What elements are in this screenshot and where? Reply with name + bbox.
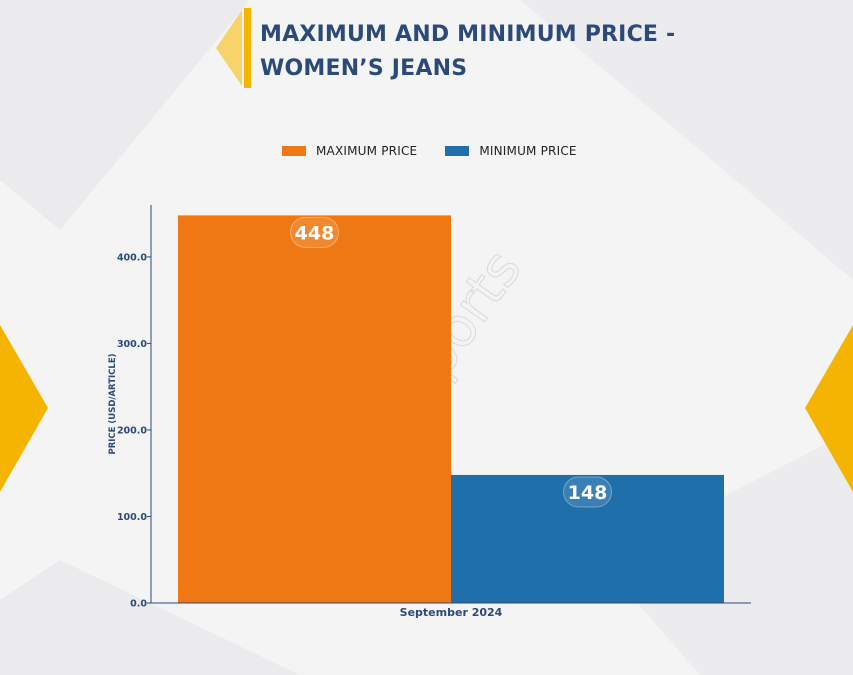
legend-label-min: MINIMUM PRICE (479, 144, 577, 158)
legend-item-min: MINIMUM PRICE (445, 144, 577, 158)
data-label-maximum-price: 448 (295, 222, 335, 244)
legend-item-max: MAXIMUM PRICE (282, 144, 417, 158)
data-label-minimum-price: 148 (568, 482, 608, 504)
right-accent-arrow (805, 325, 853, 492)
y-axis-label: PRICE (USD/ARTICLE) (108, 353, 118, 454)
legend-label-max: MAXIMUM PRICE (316, 144, 418, 158)
title-line-2: WOMEN’S JEANS (260, 56, 468, 81)
data-label-badge (290, 216, 339, 248)
left-accent-arrow (0, 325, 48, 492)
x-tick-label: September 2024 (400, 606, 503, 619)
bar-maximum-price (178, 215, 451, 603)
y-tick-label: 400.0 (117, 252, 147, 263)
y-tick-label: 0.0 (130, 599, 147, 610)
title-line-1: MAXIMUM AND MINIMUM PRICE - (260, 22, 676, 47)
y-tick-label: 300.0 (117, 339, 147, 350)
y-tick-label: 100.0 (117, 512, 147, 523)
chart-legend: MAXIMUM PRICE MINIMUM PRICE (282, 144, 605, 158)
legend-swatch-min (445, 146, 470, 156)
legend-swatch-max (282, 146, 306, 156)
data-label-badge (563, 476, 612, 508)
title-accent-icon (216, 8, 251, 88)
y-tick-label: 200.0 (117, 425, 147, 436)
page-title: MAXIMUM AND MINIMUM PRICE - WOMEN’S JEAN… (260, 18, 680, 86)
bar-minimum-price (451, 474, 724, 603)
